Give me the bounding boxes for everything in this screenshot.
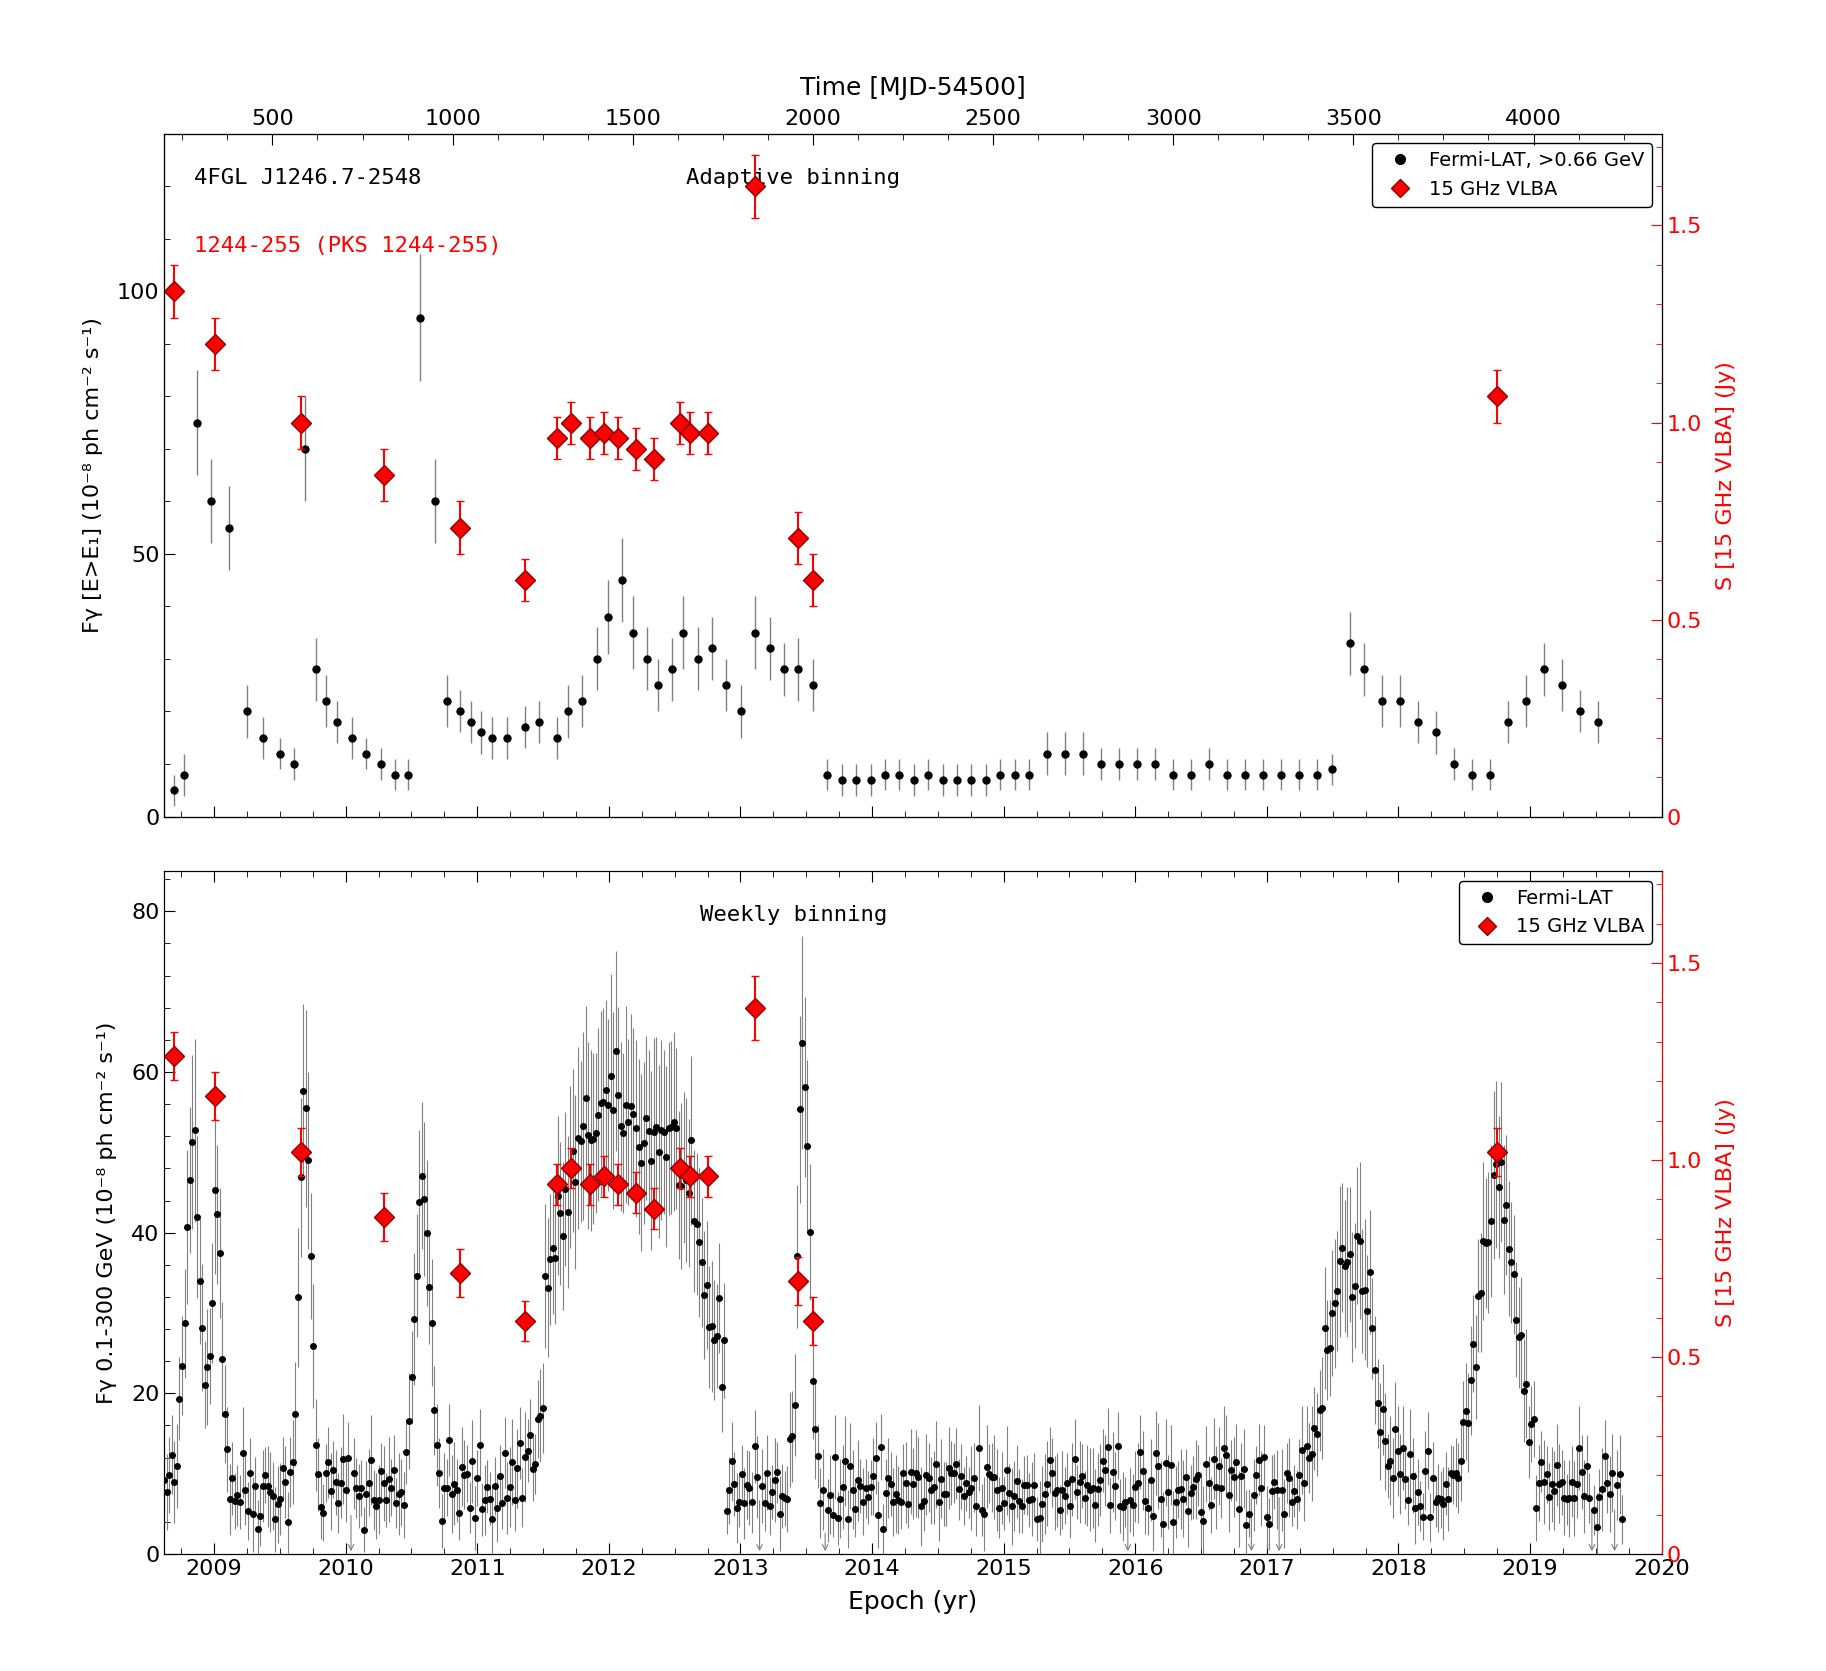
Y-axis label: Fγ [E>E₁] (10⁻⁸ ph cm⁻² s⁻¹): Fγ [E>E₁] (10⁻⁸ ph cm⁻² s⁻¹) <box>82 317 102 633</box>
Text: Weekly binning: Weekly binning <box>699 906 887 926</box>
X-axis label: Time [MJD-54500]: Time [MJD-54500] <box>800 75 1026 100</box>
Text: Adaptive binning: Adaptive binning <box>687 167 900 187</box>
Legend: Fermi-LAT, 15 GHz VLBA: Fermi-LAT, 15 GHz VLBA <box>1459 881 1653 944</box>
X-axis label: Epoch (yr): Epoch (yr) <box>849 1591 977 1614</box>
Text: 4FGL J1246.7-2548: 4FGL J1246.7-2548 <box>194 167 422 187</box>
Y-axis label: S [15 GHz VLBA] (Jy): S [15 GHz VLBA] (Jy) <box>1716 1098 1737 1327</box>
Legend: Fermi-LAT, >0.66 GeV, 15 GHz VLBA: Fermi-LAT, >0.66 GeV, 15 GHz VLBA <box>1373 144 1653 207</box>
Y-axis label: S [15 GHz VLBA] (Jy): S [15 GHz VLBA] (Jy) <box>1716 361 1737 590</box>
Text: 1244-255 (PKS 1244-255): 1244-255 (PKS 1244-255) <box>194 236 502 256</box>
Y-axis label: Fγ 0.1-300 GeV (10⁻⁸ ph cm⁻² s⁻¹): Fγ 0.1-300 GeV (10⁻⁸ ph cm⁻² s⁻¹) <box>97 1021 117 1404</box>
